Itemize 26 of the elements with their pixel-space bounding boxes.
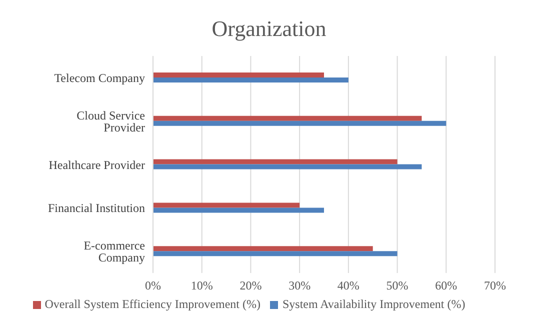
x-tick-label: 0%	[145, 278, 161, 293]
bar	[153, 77, 348, 82]
bar	[153, 159, 398, 164]
x-tick-label: 30%	[288, 278, 311, 293]
y-tick-label: Cloud Service Provider	[76, 108, 145, 134]
legend-label: Overall System Efficiency Improvement (%)	[44, 297, 260, 311]
x-tick-label: 10%	[190, 278, 213, 293]
legend-label: System Availability Improvement (%)	[282, 297, 466, 311]
y-tick-label: Telecom Company	[54, 70, 145, 85]
bar	[153, 120, 446, 126]
x-tick-label: 40%	[337, 278, 360, 293]
bar	[153, 246, 373, 252]
bar	[153, 202, 300, 208]
bar	[153, 116, 422, 121]
chart-title: Organization	[210, 15, 328, 43]
x-tick-label: 60%	[435, 278, 458, 293]
bar	[153, 208, 324, 213]
x-tick-label: 50%	[386, 278, 408, 293]
bar	[153, 72, 324, 78]
y-tick-label: Financial Institution	[48, 201, 145, 216]
bar	[153, 164, 422, 170]
y-tick-label: E-commerce Company	[84, 238, 145, 265]
bar	[153, 251, 398, 256]
x-tick-label: 70%	[484, 278, 506, 293]
y-tick-label: Healthcare Provider	[48, 158, 145, 172]
x-tick-label: 20%	[240, 278, 262, 293]
